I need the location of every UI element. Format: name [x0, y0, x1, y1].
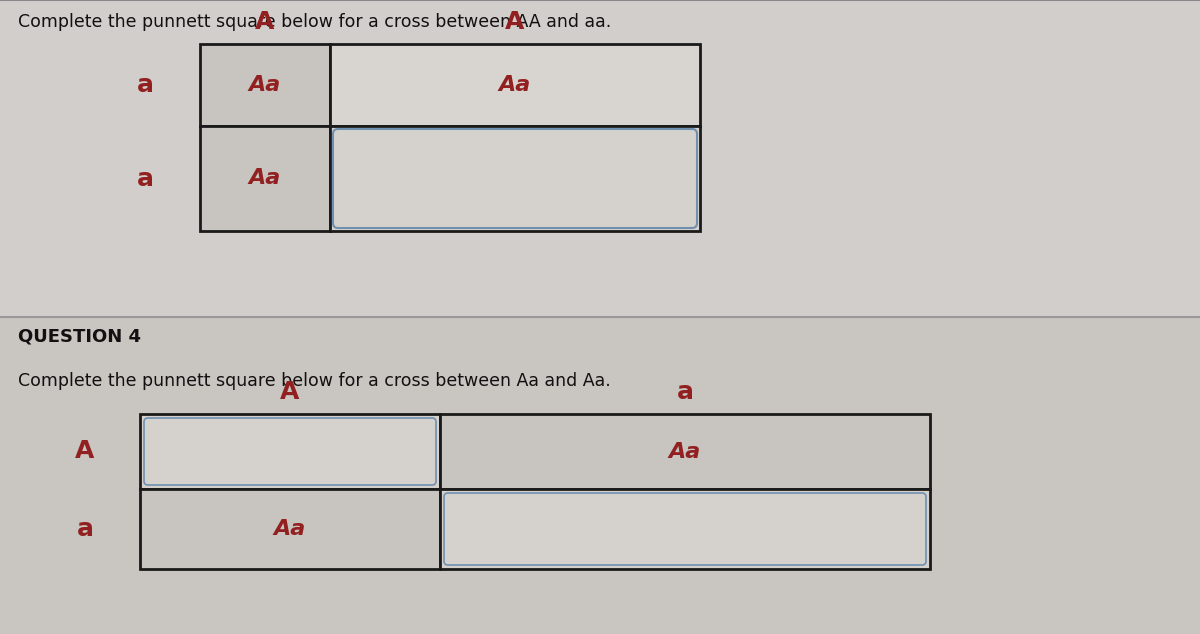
Bar [330, 126, 700, 231]
Text: QUESTION 4: QUESTION 4 [18, 327, 142, 345]
Bar [200, 126, 330, 231]
Bar [440, 489, 930, 569]
Text: a: a [77, 517, 94, 541]
Text: Aa: Aa [499, 75, 532, 95]
Bar [440, 414, 930, 489]
Text: A: A [505, 10, 524, 34]
Text: Aa: Aa [274, 519, 306, 539]
Bar [0, 317, 1200, 634]
Text: Aa: Aa [668, 441, 701, 462]
Bar [200, 44, 330, 126]
Text: Aa: Aa [248, 75, 281, 95]
Text: Complete the punnett square below for a cross between AA and aa.: Complete the punnett square below for a … [18, 13, 611, 31]
Text: a: a [137, 167, 154, 190]
Bar [330, 44, 700, 126]
Text: Aa: Aa [248, 169, 281, 188]
Bar [140, 489, 440, 569]
Text: A: A [76, 439, 95, 463]
Text: a: a [677, 380, 694, 404]
Text: A: A [281, 380, 300, 404]
Bar [140, 414, 440, 489]
Text: A: A [256, 10, 275, 34]
Text: a: a [137, 73, 154, 97]
Text: Complete the punnett square below for a cross between Aa and Aa.: Complete the punnett square below for a … [18, 372, 611, 390]
Bar [0, 0, 1200, 317]
